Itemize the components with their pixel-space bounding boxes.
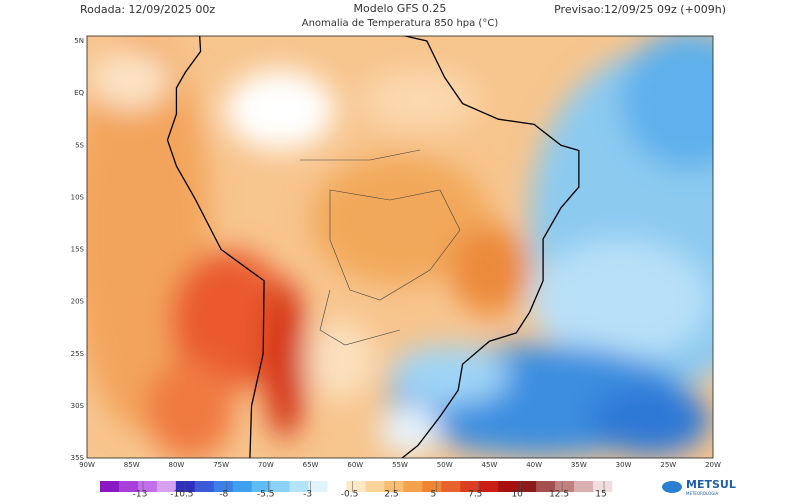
lat-label: 10S xyxy=(71,193,85,201)
colorbar-label: 10 xyxy=(511,490,523,500)
colorbar-label: 2.5 xyxy=(384,490,398,500)
colorbar-label: -3 xyxy=(303,490,312,500)
colorbar-swatch xyxy=(118,481,139,492)
colorbar: -13 -10.5 -8 -5.5 -3 -0.5 2.5 5 7.5 10 12.5 15 xyxy=(100,481,613,500)
colorbar-swatch xyxy=(270,481,290,492)
lon-label: 35W xyxy=(571,461,587,469)
lat-label: 5N xyxy=(74,37,84,45)
lon-label: 55W xyxy=(392,461,408,469)
lon-label: 30W xyxy=(616,461,632,469)
coastline xyxy=(166,36,580,458)
colorbar-swatch xyxy=(422,481,442,492)
colorbar-swatch xyxy=(555,481,575,492)
forecast-label: Previsao:12/09/25 09z (+009h) xyxy=(554,3,726,16)
colorbar-swatch xyxy=(593,481,613,492)
map-frame xyxy=(86,35,714,459)
colorbar-swatch xyxy=(460,481,480,492)
colorbar-label: 7.5 xyxy=(468,490,482,500)
colorbar-label: 12.5 xyxy=(549,490,569,500)
colorbar-label: 5 xyxy=(430,490,436,500)
colorbar-swatch xyxy=(517,481,537,492)
run-label: Rodada: 12/09/2025 00z xyxy=(80,3,215,16)
colorbar-label: -0.5 xyxy=(341,490,359,500)
colorbar-swatch xyxy=(441,481,461,492)
lon-label: 65W xyxy=(303,461,319,469)
logo-icon xyxy=(662,481,682,493)
subtitle: Anomalia de Temperatura 850 hpa (°C) xyxy=(302,18,499,29)
lon-label: 25W xyxy=(660,461,676,469)
lat-label: EQ xyxy=(74,89,84,97)
lon-label: 45W xyxy=(482,461,498,469)
colorbar-swatch xyxy=(403,481,423,492)
logo-tagline: METEOROLOGIA xyxy=(686,491,719,496)
lon-label: 20W xyxy=(705,461,721,469)
colorbar-label: -8 xyxy=(219,490,228,500)
lon-label: 50W xyxy=(437,461,453,469)
lat-label: 20S xyxy=(71,298,85,306)
colorbar-swatch xyxy=(289,481,309,492)
colorbar-swatch xyxy=(574,481,594,492)
lat-label: 15S xyxy=(71,246,85,254)
colorbar-swatch xyxy=(156,481,177,492)
colorbar-label: 15 xyxy=(595,490,606,500)
colorbar-swatch xyxy=(346,481,366,492)
lon-label: 70W xyxy=(258,461,274,469)
colorbar-label: -13 xyxy=(133,490,148,500)
colorbar-swatch xyxy=(479,481,499,492)
logo-name: METSUL xyxy=(686,478,736,491)
colorbar-swatch xyxy=(137,481,158,492)
lon-label: 40W xyxy=(526,461,542,469)
lat-label: 25S xyxy=(71,350,85,358)
lat-label: 35S xyxy=(71,454,85,462)
lon-label: 90W xyxy=(79,461,95,469)
colorbar-swatch xyxy=(536,481,556,492)
colorbar-swatch xyxy=(308,481,328,492)
colorbar-swatch xyxy=(365,481,385,492)
colorbar-swatch xyxy=(232,481,253,492)
logo: METSUL METEOROLOGIA xyxy=(662,478,736,496)
lon-label: 80W xyxy=(169,461,185,469)
colorbar-swatch xyxy=(213,481,234,492)
map-field xyxy=(87,36,713,458)
lon-label: 75W xyxy=(213,461,229,469)
colorbar-swatch xyxy=(384,481,404,492)
lon-label: 60W xyxy=(347,461,363,469)
model-title: Modelo GFS 0.25 xyxy=(354,2,447,15)
colorbar-label: -5.5 xyxy=(257,490,275,500)
borders xyxy=(300,149,461,346)
colorbar-swatch xyxy=(100,481,120,492)
lat-label: 5S xyxy=(75,141,84,149)
colorbar-swatch xyxy=(251,481,271,492)
colorbar-swatch xyxy=(175,481,196,492)
colorbar-swatch xyxy=(194,481,215,492)
lat-label: 30S xyxy=(71,402,85,410)
colorbar-label: -10.5 xyxy=(170,490,193,500)
colorbar-swatch xyxy=(498,481,518,492)
lon-label: 85W xyxy=(124,461,140,469)
colorbar-swatch xyxy=(327,481,347,492)
